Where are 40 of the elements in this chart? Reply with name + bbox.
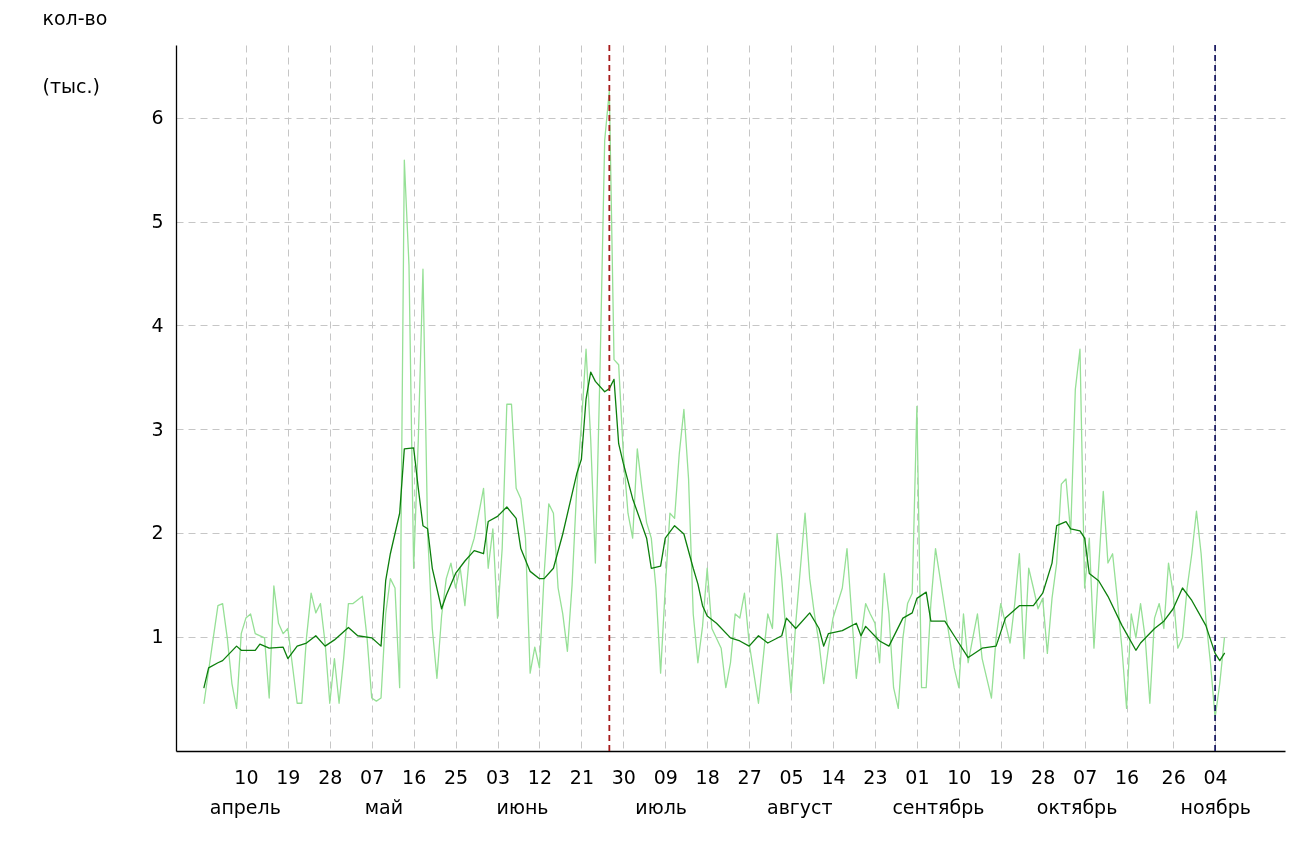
y-tick-label: 4 — [151, 313, 164, 336]
x-tick-label: 18 — [695, 765, 720, 788]
text: май — [364, 796, 404, 818]
x-tick-label: 05 — [779, 765, 804, 788]
x-tick-label: 25 — [443, 765, 469, 788]
x-tick-label: 27 — [737, 765, 762, 788]
y-tick-label: 6 — [151, 106, 164, 129]
x-tick-label: 12 — [527, 765, 553, 788]
text: июнь — [496, 796, 549, 818]
x-tick-label: 10 — [947, 765, 972, 788]
y-tick-label: 3 — [151, 417, 164, 440]
text: ноябрь — [1180, 796, 1251, 818]
text: октябрь — [1036, 796, 1118, 818]
x-tick-label: 10 — [234, 765, 259, 788]
x-tick-label: 28 — [1031, 765, 1056, 788]
line-series — [203, 371, 1226, 689]
y-tick-label: 2 — [151, 521, 164, 544]
x-tick-label: 09 — [653, 765, 678, 788]
text: сентябрь — [892, 796, 985, 818]
text: июль — [635, 796, 688, 818]
x-tick-label: 30 — [611, 765, 636, 788]
text: август — [767, 796, 833, 818]
x-tick-label: 07 — [360, 765, 385, 788]
x-tick-label: 03 — [485, 765, 511, 788]
text: кол-во (тыс.) — [42, 6, 108, 97]
y-tick-label: 1 — [151, 625, 164, 648]
x-tick-label: 26 — [1161, 765, 1186, 788]
x-tick-label: 23 — [863, 765, 888, 788]
x-tick-label: 16 — [1114, 765, 1140, 788]
x-tick-label: 04 — [1203, 765, 1228, 788]
x-tick-label: 21 — [569, 765, 594, 788]
x-tick-label: 28 — [318, 765, 343, 788]
x-tick-label: 07 — [1073, 765, 1098, 788]
x-tick-label: 01 — [905, 765, 930, 788]
y-tick-label: 5 — [151, 210, 164, 232]
x-tick-label: 19 — [989, 765, 1014, 788]
x-tick-label: 19 — [276, 765, 301, 788]
x-tick-label: 14 — [821, 765, 846, 788]
x-tick-label: 16 — [402, 765, 427, 788]
text: апрель — [209, 796, 281, 818]
